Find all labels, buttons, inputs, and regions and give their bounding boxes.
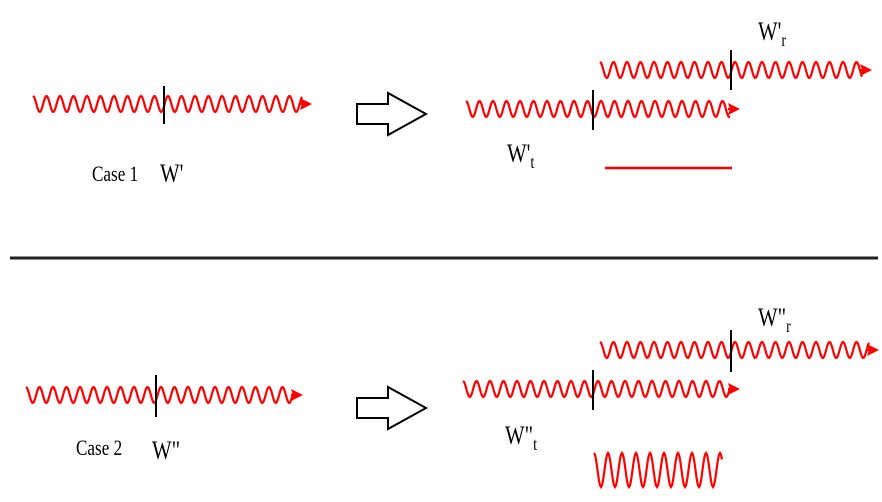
case2-reflected-wave bbox=[599, 340, 871, 360]
case1-transmitted-label: W't bbox=[507, 140, 535, 173]
case2-transmitted-wave bbox=[462, 379, 732, 399]
case2-transmitted-label: W"t bbox=[505, 422, 538, 455]
case2-incident-wave bbox=[25, 385, 295, 405]
case1-transmitted-wave bbox=[465, 99, 731, 119]
case1-incident-wave bbox=[32, 94, 304, 114]
case2-reflected-label: W"r bbox=[758, 304, 791, 337]
case1-incident-label: W' bbox=[160, 160, 183, 189]
case1-reflected-label: W'r bbox=[758, 18, 787, 51]
right-hollow-arrow-icon bbox=[356, 91, 429, 137]
case1-label: Case 1 bbox=[92, 162, 138, 187]
case2-label: Case 2 bbox=[76, 436, 122, 461]
right-hollow-arrow-icon bbox=[356, 385, 429, 431]
case2-incident-label: W" bbox=[152, 437, 180, 466]
case2-standing-wave bbox=[593, 450, 724, 490]
